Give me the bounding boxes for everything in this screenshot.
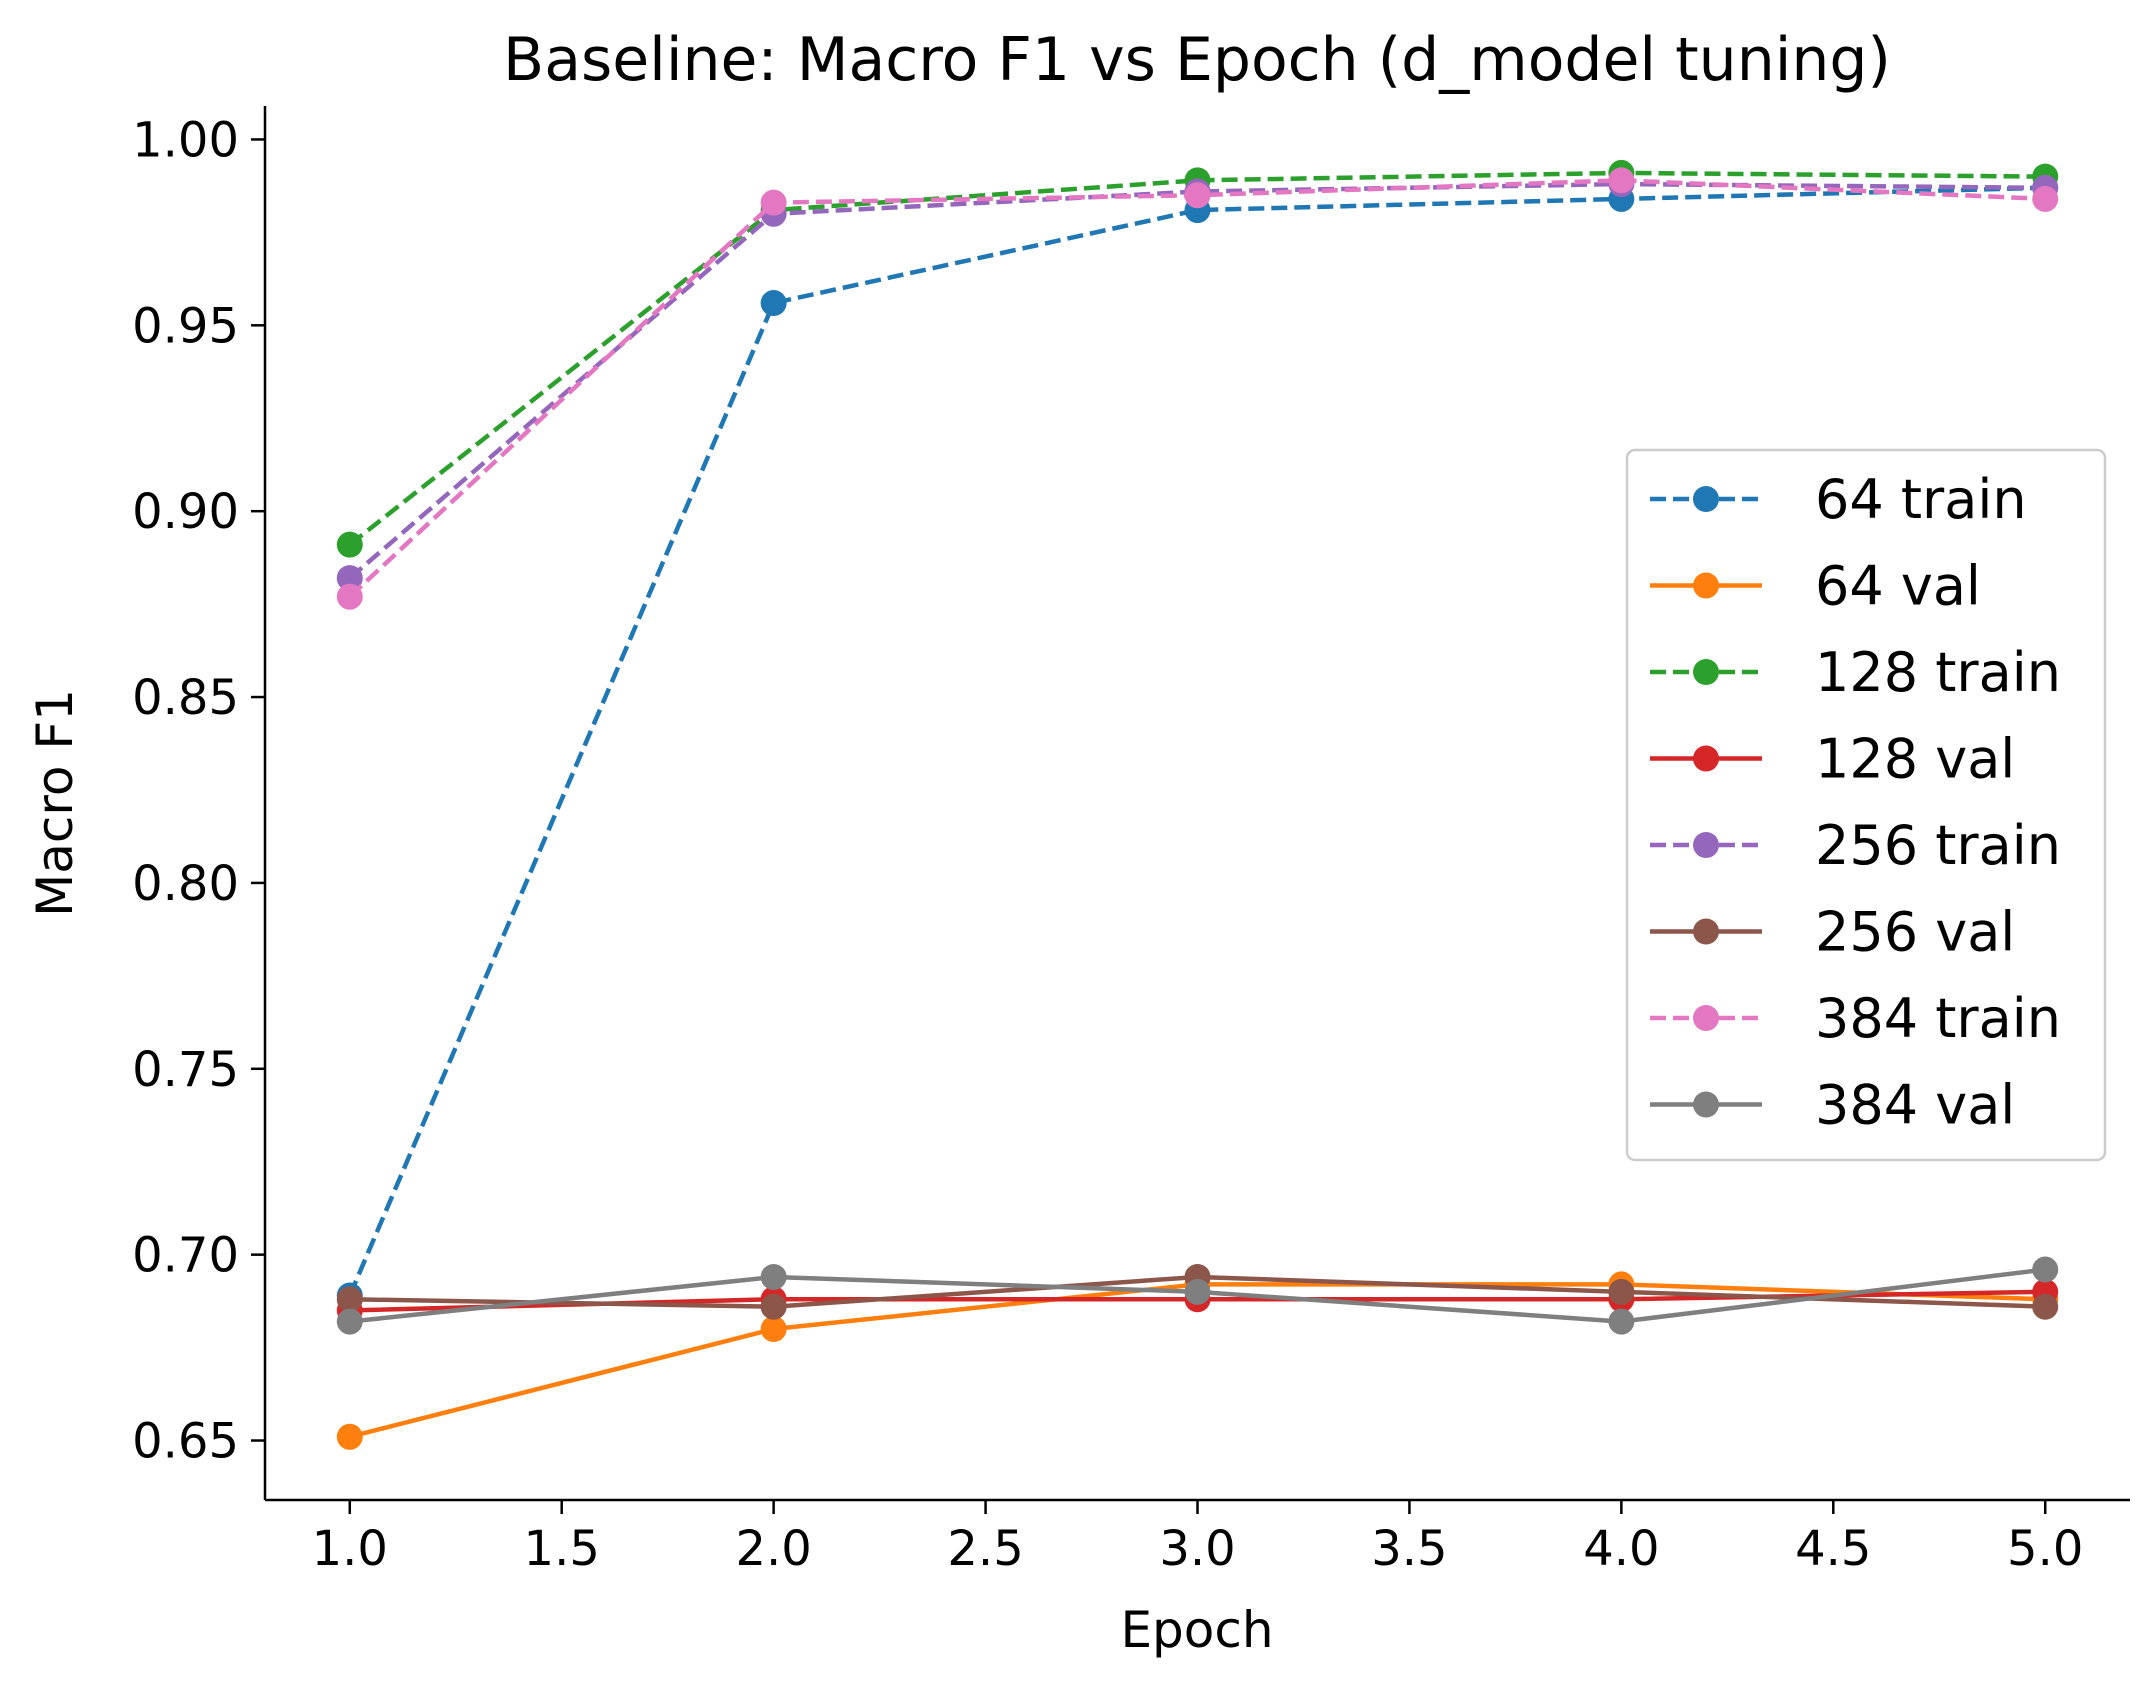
data-point-384-val: [2032, 1256, 2059, 1283]
legend-label: 64 train: [1815, 468, 2027, 531]
series-384-val: [336, 1256, 2059, 1335]
legend-item-256-val: 256 val: [1650, 901, 2015, 964]
x-tick-label: 4.5: [1795, 1521, 1871, 1577]
series-384-train: [336, 167, 2059, 610]
x-tick-label: 2.0: [735, 1521, 811, 1577]
x-ticks: 1.0 1.5 2.0 2.5 3.0 3.5 4.0 4.5 5.0: [312, 1500, 2083, 1577]
x-tick-label: 1.0: [312, 1521, 388, 1577]
data-point-256-val: [2032, 1293, 2059, 1320]
data-point-384-train: [760, 189, 787, 216]
y-ticks: 0.65 0.70 0.75 0.80 0.85 0.90 0.95 1.00: [132, 112, 265, 1470]
data-point-64-train: [760, 290, 787, 317]
y-tick-label: 0.80: [132, 856, 239, 912]
data-point-256-train: [336, 565, 363, 592]
legend-label: 64 val: [1815, 555, 1981, 618]
legend-label: 128 train: [1815, 641, 2061, 704]
series-line-128-train: [348, 170, 2046, 547]
y-tick-label: 0.75: [132, 1042, 239, 1098]
legend-swatch-marker: [1693, 832, 1719, 858]
legend-swatch-marker: [1693, 1005, 1719, 1031]
data-point-256-val: [336, 1286, 363, 1313]
legend-item-256-train: 256 train: [1650, 814, 2061, 877]
legend-label: 384 val: [1815, 1074, 2015, 1137]
legend-swatch-marker: [1693, 659, 1719, 685]
legend-item-64-val: 64 val: [1650, 555, 1981, 618]
legend-swatch-marker: [1693, 918, 1719, 945]
data-point-384-val: [760, 1263, 787, 1290]
data-point-128-train: [336, 531, 363, 558]
legend-items: 64 train 64 val 128 train 128 val 256 train 2…: [1650, 468, 2061, 1137]
legend-item-64-train: 64 train: [1650, 468, 2027, 531]
legend-label: 256 train: [1815, 814, 2061, 877]
y-tick-label: 0.85: [132, 670, 239, 726]
legend-swatch-marker: [1693, 745, 1719, 772]
x-tick-label: 5.0: [2007, 1521, 2083, 1577]
data-point-384-val: [1608, 1308, 1635, 1335]
series-256-val: [336, 1263, 2059, 1320]
y-tick-label: 1.00: [132, 112, 239, 168]
legend-item-128-val: 128 val: [1650, 728, 2015, 791]
legend: 64 train 64 val 128 train 128 val 256 train 2…: [1625, 448, 2107, 1162]
data-point-384-train: [2032, 185, 2059, 212]
data-point-256-val: [760, 1293, 787, 1320]
data-point-384-train: [1184, 182, 1211, 209]
legend-label: 256 val: [1815, 901, 2015, 964]
x-tick-label: 4.0: [1583, 1521, 1659, 1577]
series-layer: [336, 159, 2059, 1450]
x-tick-label: 2.5: [947, 1521, 1023, 1577]
legend-swatch-marker: [1693, 486, 1719, 512]
legend-label: 128 val: [1815, 728, 2015, 791]
y-axis-label: Macro F1: [26, 689, 84, 917]
legend-box: [1625, 448, 2107, 1162]
legend-item-384-val: 384 val: [1650, 1074, 2015, 1137]
data-point-64-val: [336, 1423, 363, 1450]
legend-swatch-marker: [1693, 572, 1719, 599]
data-point-64-val: [760, 1316, 787, 1343]
y-tick-label: 0.95: [132, 298, 239, 354]
chart-title: Baseline: Macro F1 vs Epoch (d_model tun…: [503, 25, 1891, 95]
data-point-384-val: [1184, 1278, 1211, 1305]
data-point-384-train: [336, 583, 363, 610]
y-tick-label: 0.65: [132, 1414, 239, 1470]
y-tick-label: 0.90: [132, 484, 239, 540]
x-tick-label: 1.5: [524, 1521, 600, 1577]
data-point-256-val: [1608, 1278, 1635, 1305]
data-point-384-val: [336, 1308, 363, 1335]
legend-item-128-train: 128 train: [1650, 641, 2061, 704]
legend-swatch-marker: [1693, 1091, 1719, 1118]
y-tick-label: 0.70: [132, 1228, 239, 1284]
legend-label: 384 train: [1815, 987, 2061, 1050]
x-tick-label: 3.5: [1371, 1521, 1447, 1577]
x-axis-label: Epoch: [1120, 1601, 1273, 1659]
data-point-384-train: [1608, 167, 1635, 194]
legend-item-384-train: 384 train: [1650, 987, 2061, 1050]
x-tick-label: 3.0: [1159, 1521, 1235, 1577]
series-line-64-train: [347, 185, 2046, 1297]
